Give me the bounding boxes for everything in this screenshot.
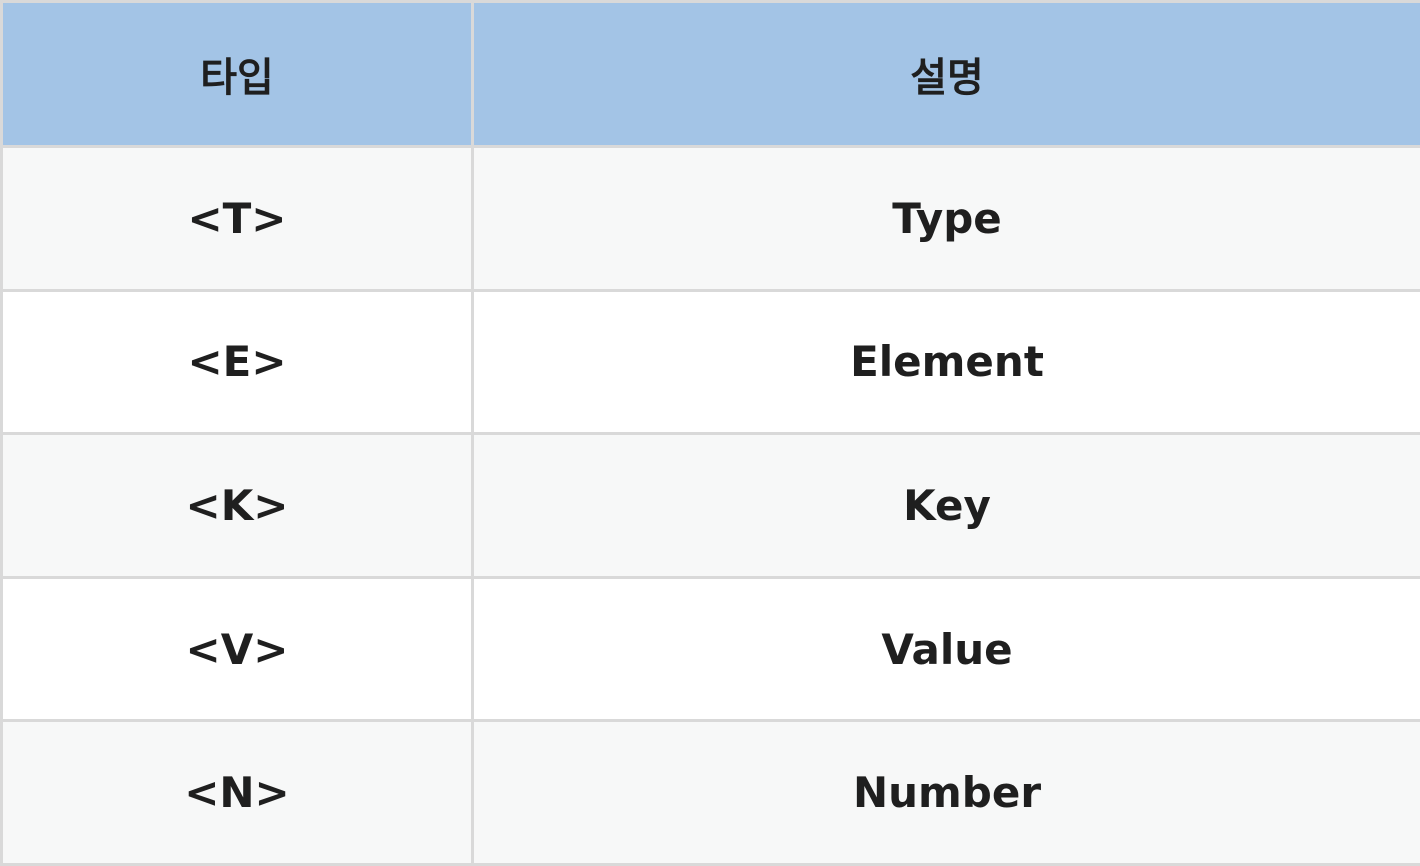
table-row: <N> Number [0,719,1420,866]
table-row: <T> Type [0,145,1420,292]
type-cell: <K> [0,432,474,579]
type-cell: <T> [0,145,474,292]
description-cell: Type [471,145,1420,292]
type-cell: <E> [0,288,474,436]
table-row: <V> Value [0,575,1420,723]
header-type: 타입 [0,0,474,148]
type-cell: <N> [0,719,474,866]
table-header-row: 타입 설명 [0,0,1420,148]
table-row: <K> Key [0,432,1420,579]
description-cell: Number [471,719,1420,866]
header-description: 설명 [471,0,1420,148]
description-cell: Element [471,288,1420,436]
description-cell: Key [471,432,1420,579]
table-row: <E> Element [0,288,1420,436]
description-cell: Value [471,575,1420,723]
type-cell: <V> [0,575,474,723]
